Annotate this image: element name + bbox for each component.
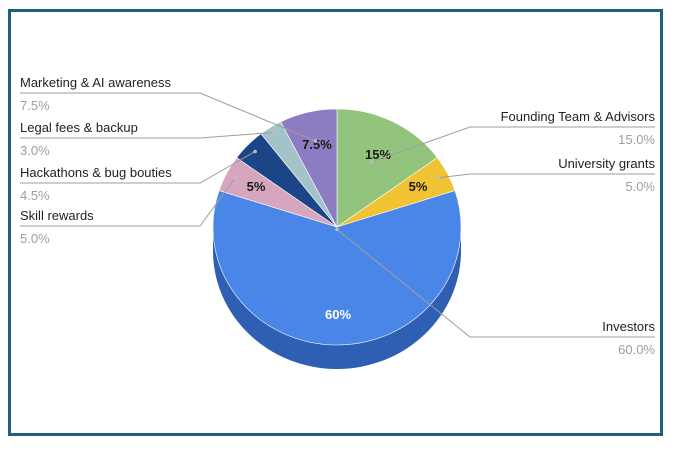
legend-label-3: Skill rewards bbox=[20, 208, 94, 223]
slice-label-6: 7.5% bbox=[302, 137, 332, 152]
pie-slice-0[interactable] bbox=[336, 108, 438, 228]
legend-label-2: Investors bbox=[602, 319, 655, 334]
legend-value-2: 60.0% bbox=[618, 342, 655, 357]
leader-dot-6 bbox=[313, 139, 318, 143]
leader-dot-1 bbox=[436, 175, 441, 180]
slice-label-1: 5% bbox=[409, 179, 428, 194]
legend-value-6: 7.5% bbox=[20, 98, 50, 113]
legend-label-4: Hackathons & bug bouties bbox=[20, 165, 172, 180]
legend-value-5: 3.0% bbox=[20, 143, 50, 158]
leader-dot-4 bbox=[253, 149, 257, 154]
leader-line-3 bbox=[20, 177, 236, 227]
legend-label-1: University grants bbox=[558, 156, 655, 171]
legend-value-3: 5.0% bbox=[20, 231, 50, 246]
leader-dot-2 bbox=[335, 227, 339, 232]
leader-dot-5 bbox=[272, 130, 276, 135]
leader-line-2 bbox=[336, 229, 655, 338]
legend-value-1: 5.0% bbox=[625, 179, 655, 194]
leader-line-6 bbox=[20, 92, 316, 142]
leader-line-4 bbox=[20, 151, 256, 184]
legend-value-0: 15.0% bbox=[618, 132, 655, 147]
slice-label-3: 5% bbox=[247, 179, 266, 194]
leader-line-5 bbox=[20, 131, 274, 139]
pie-slice-6[interactable] bbox=[280, 108, 338, 228]
legend-label-0: Founding Team & Advisors bbox=[501, 109, 656, 124]
leader-lines bbox=[20, 92, 655, 338]
pie-tops bbox=[212, 108, 462, 346]
legend-value-4: 4.5% bbox=[20, 188, 50, 203]
leader-dot-3 bbox=[233, 175, 238, 180]
pie-slice-2[interactable] bbox=[212, 190, 462, 346]
leader-dot-0 bbox=[370, 160, 374, 164]
leader-line-0 bbox=[371, 126, 655, 163]
pie-side-2 bbox=[213, 227, 461, 369]
legend-labels: Founding Team & Advisors 15.0% University … bbox=[20, 75, 655, 357]
pie-sides bbox=[213, 227, 461, 369]
slice-label-2: 60% bbox=[325, 307, 351, 322]
slice-label-0: 15% bbox=[365, 147, 391, 162]
legend-label-6: Marketing & AI awareness bbox=[20, 75, 172, 90]
leader-line-1 bbox=[438, 173, 655, 179]
legend-label-5: Legal fees & backup bbox=[20, 120, 138, 135]
slice-labels: 15% 5% 60% 5% 7.5% bbox=[247, 137, 428, 322]
